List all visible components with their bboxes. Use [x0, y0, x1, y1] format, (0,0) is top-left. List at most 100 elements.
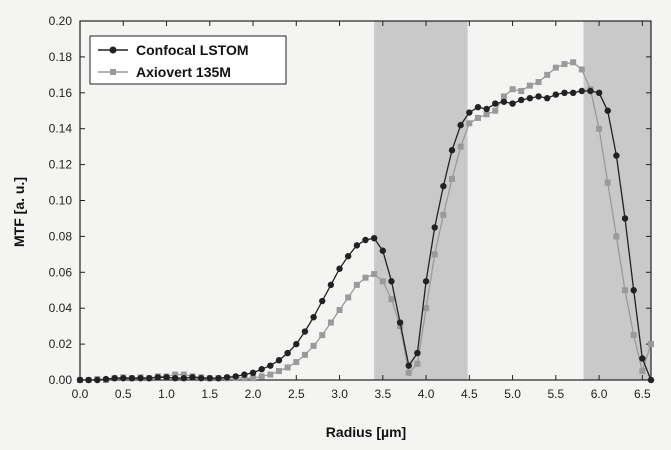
- data-point: [163, 374, 170, 381]
- data-point: [552, 91, 560, 98]
- data-point: [215, 375, 222, 382]
- data-point: [405, 362, 412, 369]
- data-point: [414, 360, 421, 367]
- data-point: [128, 375, 136, 382]
- data-point: [267, 362, 274, 369]
- data-point: [336, 265, 343, 272]
- data-point: [102, 375, 110, 383]
- data-point: [241, 375, 248, 382]
- series-confocal-lstom: [76, 87, 655, 384]
- x-tick-label: 1.0: [158, 387, 175, 401]
- series-layer: [76, 59, 655, 384]
- data-point: [569, 89, 577, 97]
- data-point: [604, 107, 611, 114]
- data-point: [500, 93, 507, 100]
- shaded-region-1: [583, 21, 651, 380]
- data-point: [370, 234, 378, 242]
- data-point: [319, 297, 326, 305]
- data-point: [223, 374, 231, 381]
- data-point: [267, 371, 274, 378]
- data-point: [613, 152, 620, 159]
- data-point: [595, 89, 603, 97]
- data-point: [613, 233, 620, 240]
- x-tick-label: 5.0: [504, 387, 521, 401]
- x-tick-label: 5.5: [547, 387, 564, 401]
- y-tick-label: 0.08: [49, 229, 73, 243]
- y-tick-label: 0.14: [49, 122, 73, 136]
- data-point: [336, 306, 343, 313]
- data-point: [648, 341, 654, 348]
- data-point: [535, 79, 542, 86]
- data-point: [154, 374, 162, 381]
- data-point: [431, 251, 438, 258]
- x-tick-label: 3.0: [331, 387, 348, 401]
- data-point: [518, 88, 525, 95]
- data-point: [483, 111, 490, 118]
- y-tick-label: 0.20: [49, 14, 73, 28]
- data-point: [327, 281, 335, 289]
- y-tick-label: 0.02: [49, 337, 73, 351]
- data-point: [137, 375, 144, 382]
- data-point: [509, 86, 516, 93]
- x-tick-label: 2.5: [288, 387, 305, 401]
- data-point: [405, 369, 412, 376]
- x-tick-label: 1.5: [201, 387, 218, 401]
- data-point: [310, 342, 317, 349]
- data-point: [171, 375, 179, 382]
- y-axis-title: MTF [a. u.]: [11, 177, 27, 247]
- data-point: [388, 278, 395, 285]
- data-point: [353, 281, 360, 288]
- y-tick-label: 0.18: [49, 50, 73, 64]
- data-point: [509, 100, 516, 107]
- data-point: [180, 375, 188, 382]
- data-point: [284, 349, 291, 357]
- data-point: [535, 93, 542, 100]
- data-point: [440, 211, 447, 218]
- data-point: [345, 294, 352, 301]
- legend-marker-axiovert: [110, 69, 116, 75]
- data-point: [85, 376, 92, 384]
- data-point: [353, 242, 361, 249]
- data-point: [483, 105, 490, 113]
- data-point: [561, 89, 568, 97]
- data-point: [258, 366, 265, 373]
- data-point: [362, 236, 369, 244]
- x-tick-label: 0.0: [72, 387, 89, 401]
- x-tick-label: 0.5: [115, 387, 132, 401]
- data-point: [379, 278, 386, 285]
- data-point: [518, 96, 525, 104]
- legend: Confocal LSTOM Axiovert 135M: [89, 35, 287, 85]
- x-tick-label: 3.5: [374, 387, 391, 401]
- data-point: [319, 332, 326, 339]
- y-tick-label: 0.12: [49, 158, 73, 172]
- data-point: [76, 376, 84, 384]
- y-tick-label: 0.00: [49, 373, 73, 387]
- data-point: [440, 182, 447, 190]
- y-tick-label: 0.16: [49, 86, 73, 100]
- data-point: [544, 71, 551, 78]
- data-point: [275, 368, 282, 375]
- data-point: [578, 66, 585, 73]
- axis-ticks: 0.0 0.5 1.0 1.5 2.0 2.5 3.0 3.5 4.0 4.5 5.0 5.5 6.0 6…: [49, 14, 651, 401]
- x-tick-label: 6.0: [591, 387, 608, 401]
- data-point: [327, 319, 334, 326]
- data-point: [587, 87, 594, 95]
- data-point: [431, 224, 438, 231]
- data-point: [466, 120, 473, 127]
- data-point: [647, 376, 655, 384]
- data-point: [423, 305, 430, 312]
- data-point: [630, 287, 637, 294]
- legend-label-axiovert: Axiovert 135M: [136, 64, 231, 80]
- data-point: [414, 349, 421, 357]
- data-point: [293, 359, 300, 366]
- data-point: [561, 61, 568, 68]
- data-point: [250, 375, 257, 382]
- data-point: [301, 351, 308, 358]
- y-tick-label: 0.06: [49, 265, 73, 279]
- x-axis-title: Radius [µm]: [326, 424, 406, 440]
- data-point: [344, 252, 352, 260]
- x-tick-label: 4.5: [461, 387, 478, 401]
- data-point: [111, 375, 118, 382]
- data-point: [249, 369, 257, 377]
